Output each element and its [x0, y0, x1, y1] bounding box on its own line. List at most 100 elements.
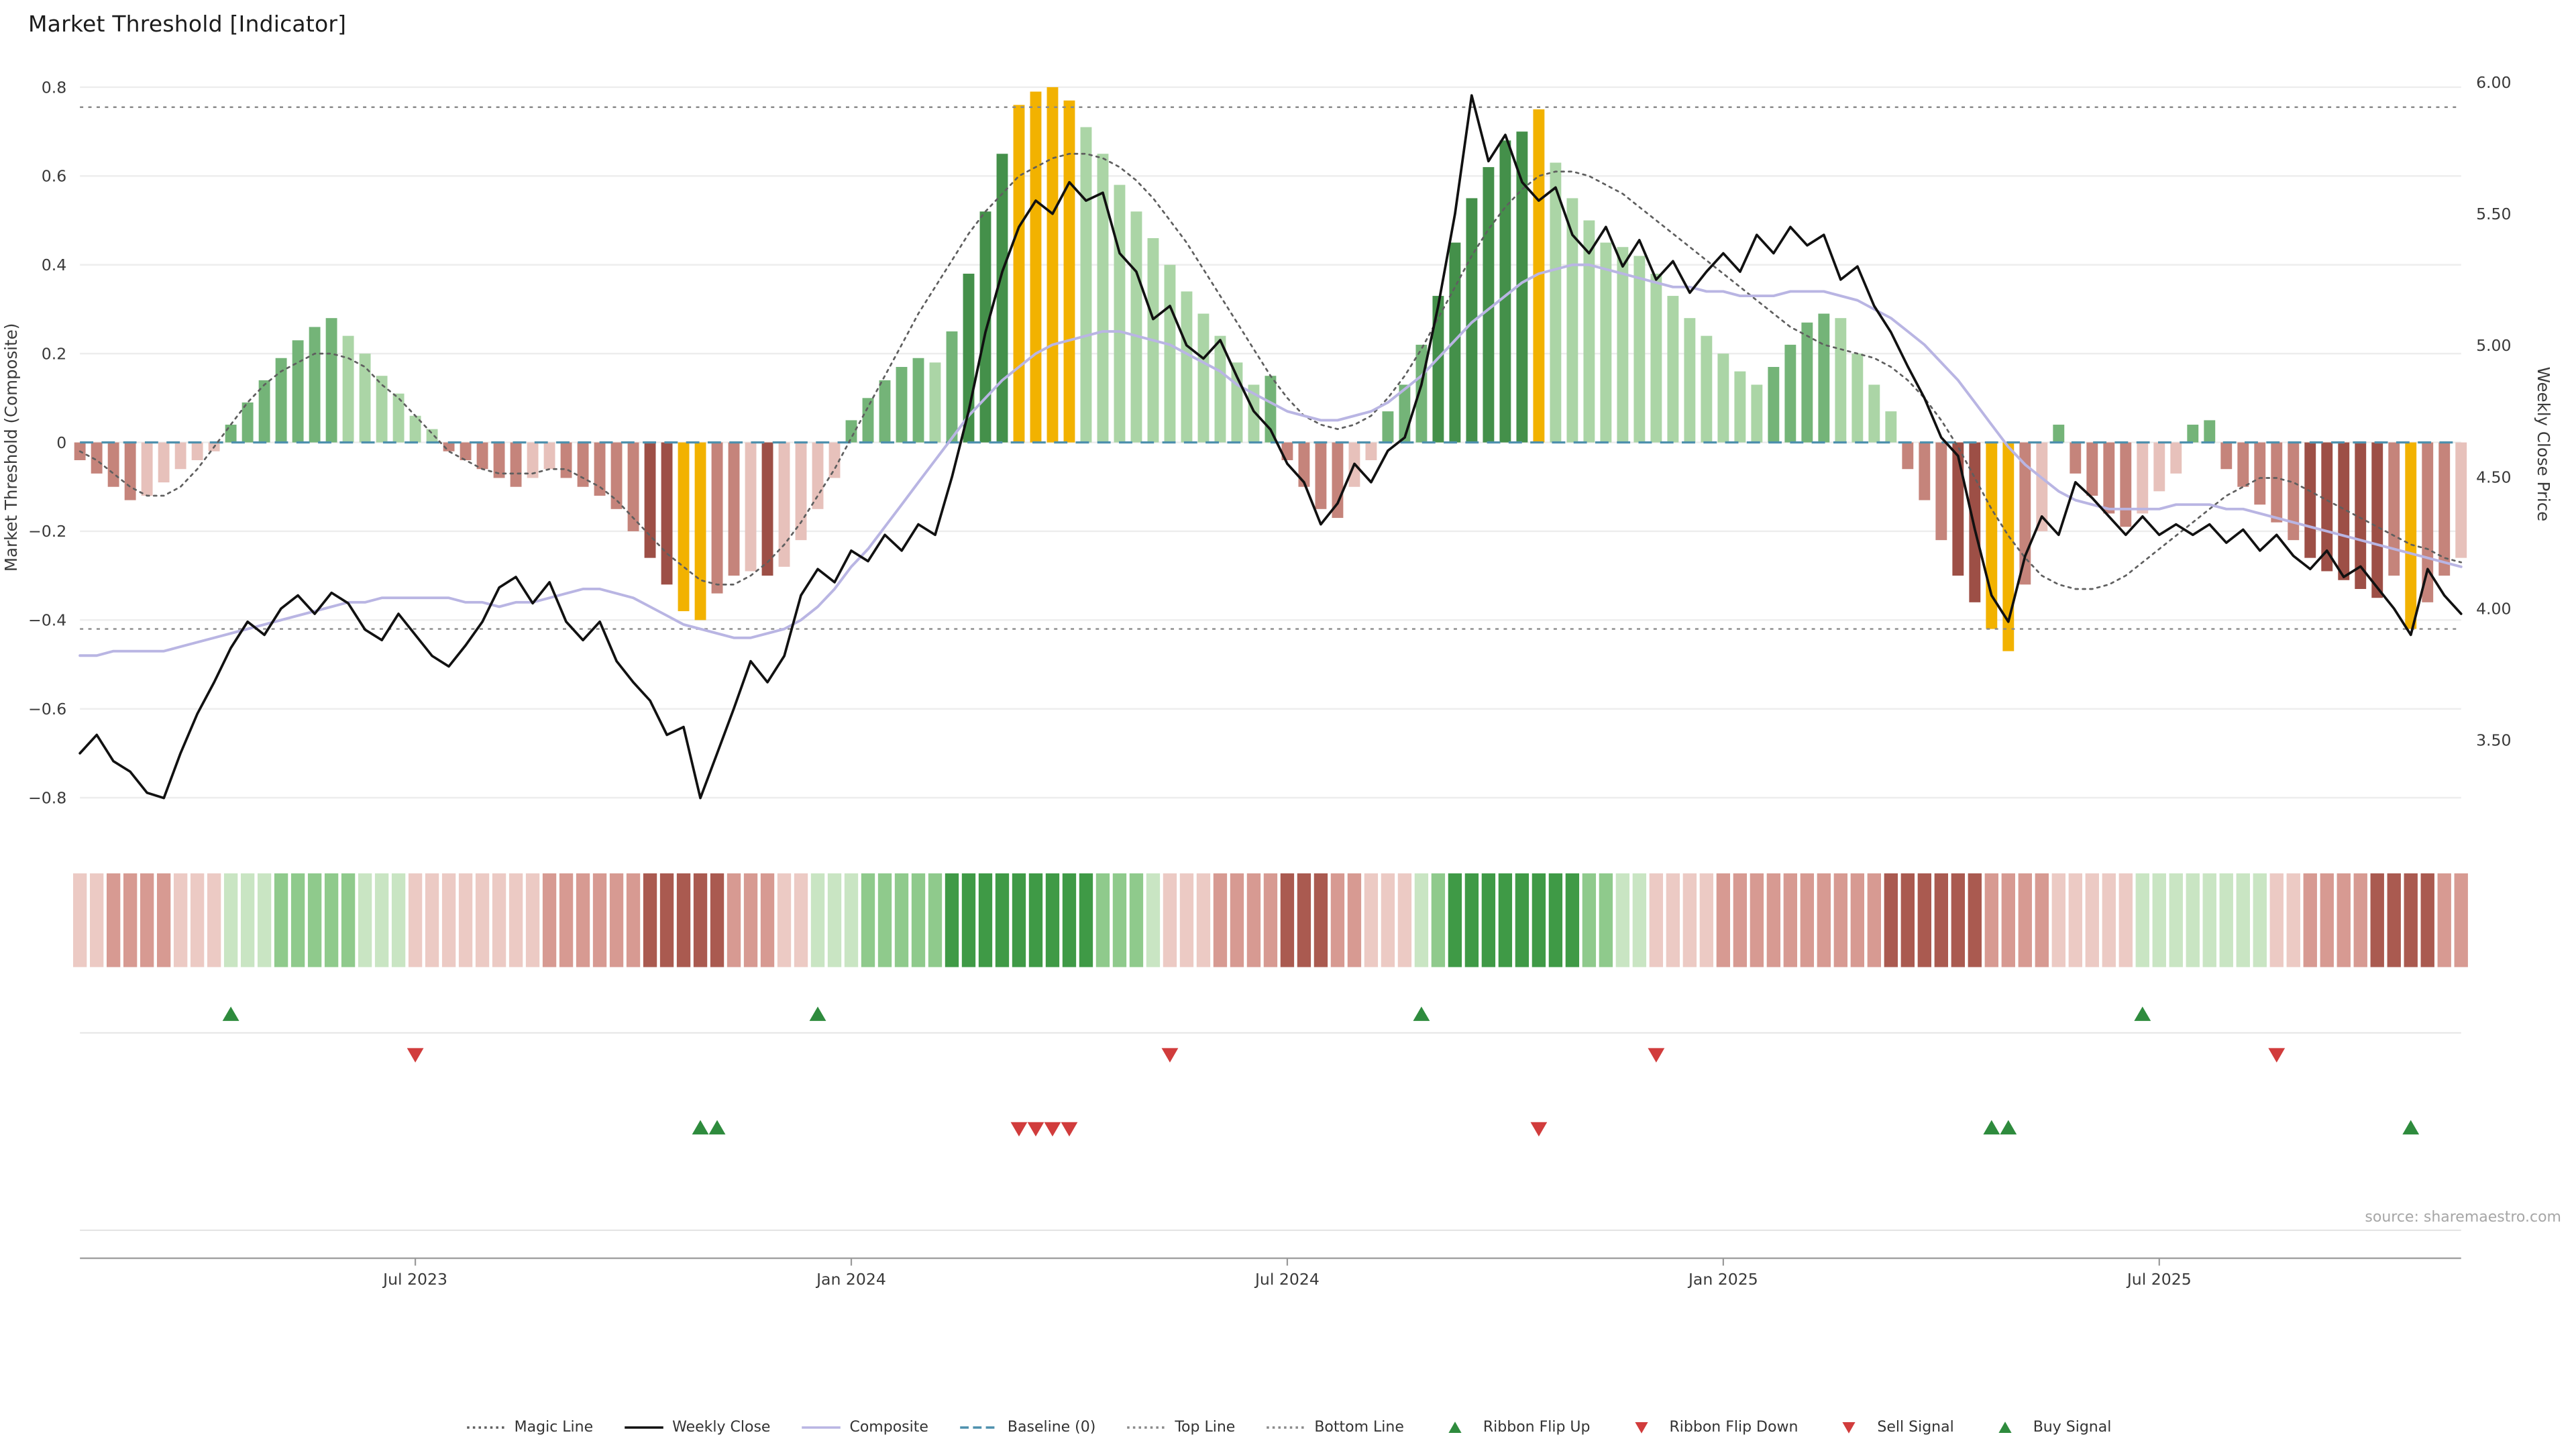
ribbon-cell: [341, 873, 356, 967]
threshold-bar: [1063, 100, 1075, 443]
threshold-bar: [124, 442, 136, 500]
left-axis-tick-label: 0.6: [42, 167, 66, 186]
ribbon-cell: [710, 873, 724, 967]
ribbon-cell: [1699, 873, 1714, 967]
ribbon-cell: [492, 873, 506, 967]
ribbon-flip-down-marker: [1161, 1048, 1179, 1063]
threshold-bar: [627, 442, 639, 531]
chart-title: Market Threshold [Indicator]: [28, 11, 347, 37]
legend-label: Bottom Line: [1314, 1419, 1404, 1436]
ribbon-cell: [727, 873, 741, 967]
ribbon-cell: [391, 873, 406, 967]
dotted-marker-icon: [466, 1426, 506, 1429]
ribbon-cell: [1163, 873, 1177, 967]
legend-item-ribbon-flip-down: Ribbon Flip Down: [1620, 1419, 1798, 1436]
threshold-bar: [392, 393, 405, 443]
threshold-bar: [1197, 313, 1210, 443]
triangle-up-marker-icon: [1448, 1421, 1462, 1433]
right-axis-tick-label: 3.50: [2476, 731, 2511, 750]
ribbon-cell: [827, 873, 842, 967]
legend-label: Magic Line: [514, 1419, 594, 1436]
threshold-bar: [1969, 442, 1981, 602]
threshold-bar: [1583, 220, 1595, 443]
ribbon-cell: [1833, 873, 1848, 967]
ribbon-cell: [223, 873, 238, 967]
ribbon-cell: [2404, 873, 2418, 967]
legend-label: Buy Signal: [2033, 1419, 2112, 1436]
ribbon-flip-up-marker: [1413, 1006, 1430, 1021]
ribbon-cell: [1129, 873, 1144, 967]
threshold-bar: [2220, 442, 2233, 470]
threshold-bar: [359, 354, 371, 443]
ribbon-cell: [1381, 873, 1395, 967]
ribbon-flip-up-marker: [2134, 1006, 2151, 1021]
threshold-bar: [1818, 313, 1830, 443]
threshold-bar: [795, 442, 807, 541]
ribbon-cell: [576, 873, 590, 967]
threshold-bar: [543, 442, 555, 470]
threshold-bar: [1751, 384, 1763, 443]
threshold-bar: [510, 442, 522, 487]
ribbon-cell: [475, 873, 490, 967]
legend-item-weekly-close: Weekly Close: [623, 1419, 770, 1436]
ribbon-cell: [1297, 873, 1311, 967]
threshold-bar: [1013, 105, 1025, 443]
threshold-bar: [2405, 442, 2417, 629]
legend-item-buy-signal: Buy Signal: [1984, 1419, 2112, 1436]
threshold-bar: [661, 442, 673, 585]
triangle-down-marker-icon: [1842, 1422, 1856, 1434]
ribbon-flip-up-marker: [809, 1006, 826, 1021]
ribbon-cell: [1079, 873, 1093, 967]
threshold-bar: [1449, 242, 1461, 443]
ribbon-cell: [2001, 873, 2015, 967]
threshold-bar: [2170, 442, 2182, 474]
ribbon-cell: [1112, 873, 1127, 967]
threshold-bar: [2036, 442, 2048, 531]
ribbon-cell: [1917, 873, 1931, 967]
ribbon-cell: [1246, 873, 1261, 967]
ribbon-cell: [140, 873, 154, 967]
threshold-bar: [460, 442, 472, 461]
threshold-bar: [1499, 140, 1511, 443]
ribbon-cell: [844, 873, 859, 967]
ribbon-cell: [1028, 873, 1043, 967]
legend-label: Ribbon Flip Up: [1483, 1419, 1591, 1436]
source-attribution: source: sharemaestro.com: [2365, 1209, 2561, 1226]
ribbon-cell: [2085, 873, 2099, 967]
ribbon-cell: [2437, 873, 2451, 967]
ribbon-cell: [928, 873, 943, 967]
ribbon-cell: [1397, 873, 1412, 967]
threshold-bar: [1046, 87, 1059, 443]
ribbon-cell: [559, 873, 574, 967]
threshold-bar: [2288, 442, 2300, 541]
ribbon-cell: [1347, 873, 1362, 967]
threshold-bar: [2002, 442, 2015, 651]
threshold-bar: [141, 442, 153, 496]
threshold-bar: [1080, 127, 1092, 443]
weekly-close-line: [78, 94, 2463, 800]
ribbon-cell: [1448, 873, 1462, 967]
ribbon-cell: [441, 873, 456, 967]
ribbon-cell: [1733, 873, 1748, 967]
ribbon-cell: [2152, 873, 2166, 967]
ribbon-cell: [2118, 873, 2133, 967]
ribbon-cell: [2454, 873, 2468, 967]
threshold-bar: [1214, 335, 1226, 443]
ribbon-cell: [1330, 873, 1345, 967]
threshold-bar: [275, 358, 287, 443]
ribbon-cell: [1632, 873, 1647, 967]
ribbon-cell: [2420, 873, 2434, 967]
threshold-bar: [2321, 442, 2333, 572]
ribbon-cell: [458, 873, 473, 967]
ribbon-cell: [2353, 873, 2367, 967]
threshold-bar: [745, 442, 757, 572]
ribbon-cell: [2018, 873, 2032, 967]
ribbon-cell: [173, 873, 188, 967]
ribbon-cell: [307, 873, 322, 967]
legend-item-bottom-line: Bottom Line: [1265, 1419, 1404, 1436]
dotted-marker-icon: [1127, 1426, 1167, 1429]
threshold-bar: [1382, 411, 1394, 443]
threshold-bar: [325, 318, 337, 443]
left-axis-tick-label: 0.2: [42, 345, 66, 364]
ribbon-cell: [609, 873, 624, 967]
